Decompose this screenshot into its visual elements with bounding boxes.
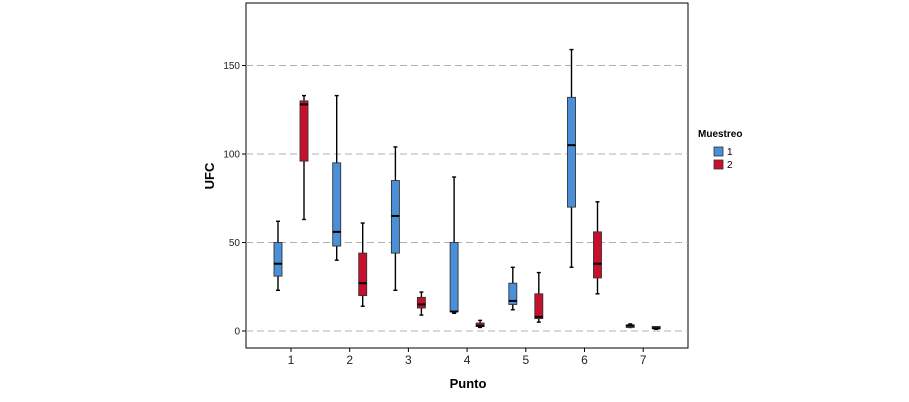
box-series-2-punto-4 [475, 319, 485, 329]
box-series-2-punto-6 [593, 201, 602, 295]
box-iqr [332, 162, 342, 247]
box-series-1-punto-6 [567, 48, 576, 268]
box-series-2-punto-2 [358, 222, 368, 307]
y-tick-label: 0 [234, 327, 240, 338]
box-iqr [299, 100, 309, 162]
box-series-1-punto-1 [273, 220, 283, 291]
legend-label-2: 2 [727, 160, 733, 171]
box-series-1-punto-3 [390, 146, 400, 291]
box-iqr [273, 242, 283, 277]
box-iqr [567, 96, 576, 208]
box-series-2-punto-3 [416, 291, 426, 316]
gridlines [246, 65, 688, 332]
box-iqr [593, 231, 602, 279]
box-series-1-punto-7 [625, 323, 635, 329]
x-axis-ticks: 1 2 3 4 5 6 7 [288, 348, 647, 367]
x-tick-label: 6 [581, 353, 588, 367]
y-tick-label: 100 [223, 150, 240, 161]
x-axis-title: Punto [450, 376, 487, 391]
y-axis-ticks: 0 50 100 150 [223, 61, 246, 338]
legend-label-1: 1 [727, 147, 733, 158]
legend-swatch-2 [713, 159, 724, 170]
box-iqr [358, 252, 368, 297]
box-series-1-punto-4 [449, 176, 459, 314]
y-tick-label: 50 [229, 238, 241, 249]
legend-swatch-1 [713, 146, 724, 157]
box-series-2-punto-5 [534, 271, 544, 323]
box-series-1-punto-2 [332, 94, 342, 261]
legend: Muestreo 1 2 [698, 129, 742, 171]
box-iqr [449, 242, 459, 312]
box-series-1-punto-5 [508, 266, 518, 311]
x-tick-label: 1 [288, 353, 295, 367]
box-series-2-punto-7 [651, 326, 661, 330]
plot-frame [245, 2, 689, 349]
x-tick-label: 5 [522, 353, 529, 367]
box-iqr [534, 293, 544, 320]
x-tick-label: 2 [346, 353, 353, 367]
box-series-2-punto-1 [299, 94, 309, 221]
x-tick-label: 3 [405, 353, 412, 367]
x-tick-label: 4 [464, 353, 471, 367]
boxes [273, 48, 661, 330]
box-iqr [416, 296, 426, 309]
y-tick-label: 150 [223, 61, 240, 72]
legend-title: Muestreo [698, 129, 742, 140]
x-tick-label: 7 [640, 353, 647, 367]
box-iqr [508, 282, 518, 305]
y-axis-title: UFC [202, 162, 217, 189]
